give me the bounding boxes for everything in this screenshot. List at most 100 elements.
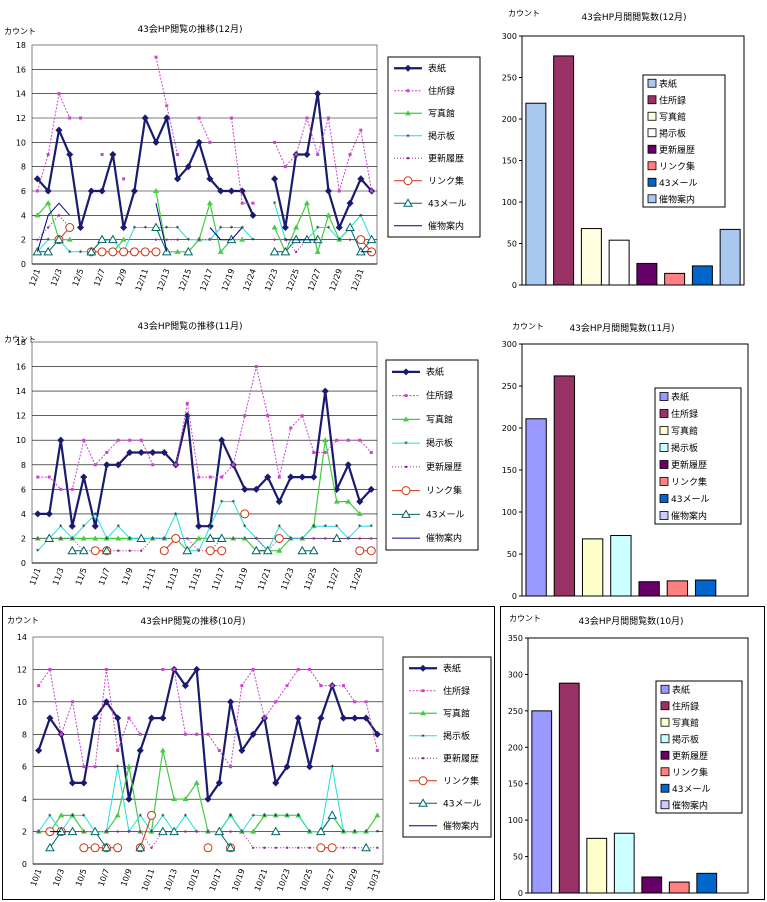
data-point <box>195 535 202 541</box>
data-point: * <box>312 523 316 531</box>
data-point <box>356 498 364 506</box>
legend-swatch <box>647 194 657 204</box>
data-point <box>240 830 244 833</box>
data-point: * <box>46 237 50 245</box>
bar <box>641 876 663 894</box>
legend-swatch <box>659 494 669 503</box>
data-point <box>136 746 144 755</box>
data-point <box>295 812 302 818</box>
legend-marker <box>403 416 409 422</box>
legend-label: 写真館 <box>443 707 470 719</box>
data-point <box>243 414 247 418</box>
legend-marker <box>418 776 428 786</box>
legend-label: 更新履歴 <box>428 152 464 164</box>
data-point <box>289 537 292 540</box>
data-point <box>125 763 132 769</box>
data-point <box>159 546 169 556</box>
data-point <box>357 175 365 183</box>
bar <box>691 265 713 286</box>
data-point <box>139 830 142 833</box>
data-point <box>358 537 361 540</box>
legend-swatch <box>659 443 669 452</box>
bar <box>525 418 547 597</box>
x-tick-label: 12/11 <box>134 268 150 293</box>
data-point <box>37 830 40 833</box>
data-point <box>116 830 119 833</box>
y-tick-label: 16 <box>16 363 26 372</box>
bar <box>608 239 630 286</box>
series-line <box>36 202 372 253</box>
legend-label: 写真館 <box>659 111 686 123</box>
y-tick-label: 150 <box>502 157 517 166</box>
data-point <box>152 138 160 146</box>
data-point <box>90 826 100 836</box>
data-point <box>70 487 74 491</box>
data-point <box>36 238 39 241</box>
data-point <box>197 238 201 241</box>
data-point <box>215 779 223 787</box>
data-point <box>232 537 235 540</box>
legend-swatch <box>660 701 670 711</box>
legend-swatch <box>659 426 669 435</box>
data-point <box>160 448 168 457</box>
data-point <box>43 246 54 256</box>
legend-marker <box>401 486 411 496</box>
data-point <box>323 451 327 454</box>
data-point <box>294 153 298 156</box>
data-point <box>374 812 381 818</box>
x-tick-label: 10/23 <box>276 868 292 893</box>
legend-label: 表紙 <box>659 78 677 90</box>
y-tick-label: 250 <box>502 382 517 391</box>
data-point <box>366 234 377 244</box>
legend-label: 催物案内 <box>443 820 479 832</box>
data-point <box>239 236 246 242</box>
data-point <box>277 475 281 479</box>
data-point <box>269 246 280 256</box>
x-tick-label: 11/25 <box>302 567 318 592</box>
series-line <box>37 214 372 253</box>
line-chart-november-panel: 43会HP閲覧の推移(11月) カウント 0 2 4 6 8 10 12 14 16 18 11/1 11… <box>0 316 500 601</box>
data-point <box>105 451 109 454</box>
data-point <box>271 175 279 183</box>
data-point <box>93 463 97 467</box>
data-point <box>59 487 63 491</box>
data-point <box>272 812 279 818</box>
data-point <box>216 533 227 542</box>
data-point <box>105 830 108 833</box>
x-tick-label: 12/3 <box>49 268 64 288</box>
legend-label: 写真館 <box>428 107 455 119</box>
chart-title: 43会HP月間閲覧数(12月) <box>581 11 686 23</box>
data-point <box>182 545 193 555</box>
y-axis-unit: カウント <box>4 27 36 36</box>
data-point <box>65 223 75 232</box>
y-tick-label: 14 <box>16 387 26 396</box>
data-point: * <box>278 523 282 531</box>
x-tick-label: 10/7 <box>97 868 112 888</box>
data-point <box>316 843 326 853</box>
data-point <box>66 150 74 159</box>
bar <box>610 535 632 597</box>
data-point <box>59 732 63 736</box>
data-point: * <box>48 812 52 820</box>
x-tick-label: 12/13 <box>155 268 171 293</box>
data-point <box>174 248 181 254</box>
data-point <box>101 842 112 852</box>
legend-label: 更新履歴 <box>426 461 462 473</box>
bar <box>638 581 660 597</box>
data-point <box>293 224 300 230</box>
legend-label: 掲示板 <box>671 442 698 454</box>
y-tick-label: 8 <box>22 730 27 739</box>
data-point <box>303 200 310 206</box>
data-point <box>140 549 143 552</box>
data-point <box>93 765 97 769</box>
data-point <box>330 684 334 688</box>
data-point <box>195 522 203 530</box>
data-point <box>114 461 122 469</box>
y-tick-label: 50 <box>507 240 517 249</box>
x-tick-label: 12/5 <box>71 268 86 288</box>
data-point <box>254 365 258 369</box>
data-point <box>67 826 78 836</box>
data-point: * <box>338 237 342 245</box>
y-tick-label: 200 <box>502 424 517 433</box>
bar <box>613 832 635 894</box>
